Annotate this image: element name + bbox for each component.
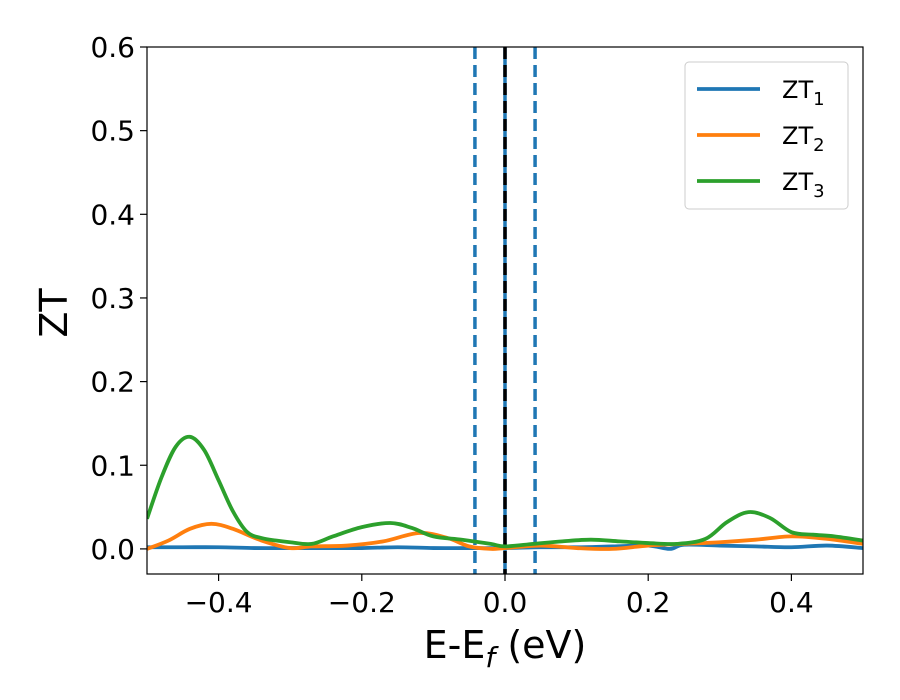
y-tick-label: 0.2 [90, 366, 135, 399]
y-axis-ticks: 0.0 0.1 0.2 0.3 0.4 0.5 0.6 [90, 31, 147, 566]
legend-label-zt2: ZT2 [782, 122, 825, 156]
vertical-reference-lines [473, 47, 537, 574]
legend-label-zt3: ZT3 [782, 168, 825, 202]
x-tick-label: 0.4 [769, 586, 814, 619]
x-tick-label: −0.2 [328, 586, 396, 619]
series-lines [147, 434, 863, 551]
x-axis-title-unit: (eV) [495, 623, 586, 667]
legend-label-zt1: ZT1 [782, 76, 825, 110]
y-tick-label: 0.0 [90, 533, 135, 566]
legend: ZT1 ZT2 ZT3 [684, 61, 849, 210]
y-tick-label: 0.6 [90, 31, 135, 64]
legend-frame [684, 61, 849, 210]
y-tick-label: 0.5 [90, 115, 135, 148]
x-tick-label: 0.0 [483, 586, 528, 619]
y-axis-title: ZT [32, 288, 76, 338]
x-axis-title: E-Ef (eV) [424, 623, 587, 674]
x-tick-label: 0.2 [626, 586, 671, 619]
series-line-zt2 [147, 521, 863, 551]
x-tick-label: −0.4 [185, 586, 253, 619]
y-tick-label: 0.1 [90, 449, 135, 482]
x-axis-ticks: −0.4 −0.2 0.0 0.2 0.4 [185, 574, 814, 619]
series-line-zt3 [147, 434, 863, 549]
y-tick-label: 0.3 [90, 282, 135, 315]
y-tick-label: 0.4 [90, 198, 135, 231]
